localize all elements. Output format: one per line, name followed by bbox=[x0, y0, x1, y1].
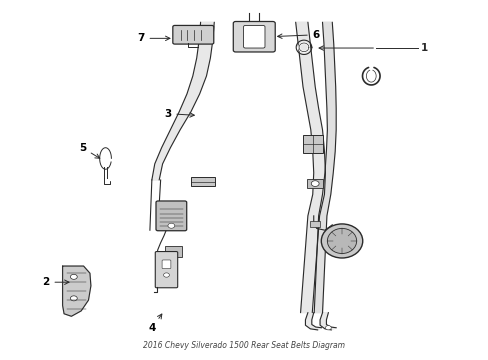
Text: 4: 4 bbox=[148, 314, 162, 333]
Circle shape bbox=[325, 325, 330, 330]
Text: 5: 5 bbox=[79, 143, 100, 158]
Text: 7: 7 bbox=[137, 33, 170, 43]
Circle shape bbox=[311, 181, 319, 186]
Text: 2: 2 bbox=[42, 277, 69, 287]
FancyBboxPatch shape bbox=[156, 201, 186, 231]
Ellipse shape bbox=[321, 224, 362, 258]
Bar bbox=[310, 221, 320, 227]
Polygon shape bbox=[152, 22, 214, 180]
Circle shape bbox=[167, 223, 174, 228]
FancyBboxPatch shape bbox=[233, 22, 275, 52]
Text: 1: 1 bbox=[420, 43, 427, 53]
Bar bbox=[303, 135, 322, 153]
Polygon shape bbox=[314, 22, 335, 313]
Bar bbox=[164, 246, 182, 257]
FancyBboxPatch shape bbox=[172, 26, 213, 44]
Text: 6: 6 bbox=[277, 30, 319, 40]
Polygon shape bbox=[320, 313, 335, 330]
Circle shape bbox=[70, 296, 77, 301]
Bar bbox=[190, 177, 215, 186]
Polygon shape bbox=[295, 22, 325, 313]
Text: 3: 3 bbox=[164, 109, 194, 119]
FancyBboxPatch shape bbox=[155, 252, 177, 288]
Polygon shape bbox=[305, 313, 321, 330]
Bar bbox=[307, 179, 323, 188]
Polygon shape bbox=[62, 266, 91, 316]
Text: 2016 Chevy Silverado 1500 Rear Seat Belts Diagram: 2016 Chevy Silverado 1500 Rear Seat Belt… bbox=[143, 341, 345, 350]
Ellipse shape bbox=[327, 228, 356, 253]
Circle shape bbox=[70, 274, 77, 279]
FancyBboxPatch shape bbox=[162, 260, 170, 269]
FancyBboxPatch shape bbox=[243, 26, 264, 48]
Circle shape bbox=[163, 273, 169, 277]
